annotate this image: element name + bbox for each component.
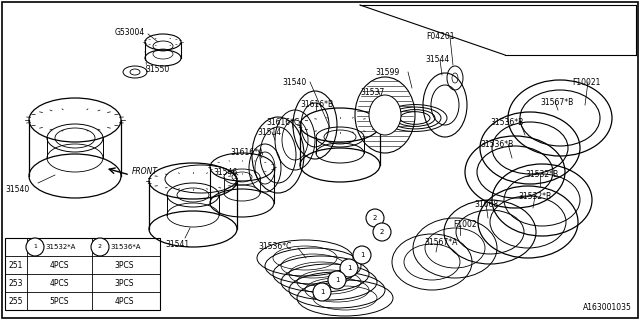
Text: 31532*B: 31532*B xyxy=(525,170,558,179)
Ellipse shape xyxy=(369,95,401,135)
Bar xyxy=(5,238,160,310)
Text: 31567*A: 31567*A xyxy=(424,238,458,247)
Circle shape xyxy=(366,209,384,227)
Text: 31616*C: 31616*C xyxy=(266,118,300,127)
Text: 2: 2 xyxy=(98,244,102,250)
Text: 3PCS: 3PCS xyxy=(115,260,134,269)
Circle shape xyxy=(26,238,44,256)
Circle shape xyxy=(340,259,358,277)
Text: 31536*A: 31536*A xyxy=(110,244,141,250)
Text: 4PCS: 4PCS xyxy=(115,297,134,306)
Circle shape xyxy=(373,223,391,241)
Circle shape xyxy=(328,271,346,289)
Text: 31544: 31544 xyxy=(425,55,449,64)
Text: 31540: 31540 xyxy=(282,78,307,87)
Text: 31540: 31540 xyxy=(5,185,29,194)
Text: 31567*B: 31567*B xyxy=(540,98,573,107)
Text: 2: 2 xyxy=(373,215,377,221)
Text: 31536*B: 31536*B xyxy=(480,140,513,149)
Text: 255: 255 xyxy=(9,297,23,306)
Text: A163001035: A163001035 xyxy=(583,303,632,312)
Text: F04201: F04201 xyxy=(426,32,454,41)
Text: 31537: 31537 xyxy=(360,88,384,97)
Circle shape xyxy=(91,238,109,256)
Text: FRONT: FRONT xyxy=(132,166,158,175)
Text: 1: 1 xyxy=(360,252,364,258)
Text: 31541: 31541 xyxy=(165,240,189,249)
Text: 31536*C: 31536*C xyxy=(258,242,291,251)
Text: G53004: G53004 xyxy=(115,28,145,37)
Text: 31599: 31599 xyxy=(375,68,399,77)
Text: 253: 253 xyxy=(9,278,23,287)
Text: 31668: 31668 xyxy=(474,200,498,209)
Text: 251: 251 xyxy=(9,260,23,269)
Text: 1: 1 xyxy=(320,289,324,295)
Text: 2: 2 xyxy=(380,229,384,235)
Text: 31536*B: 31536*B xyxy=(490,118,524,127)
Text: 1: 1 xyxy=(33,244,37,250)
Text: 1: 1 xyxy=(335,277,339,283)
Text: 31616*B: 31616*B xyxy=(300,100,333,109)
Text: 1: 1 xyxy=(347,265,351,271)
Text: 31532*B: 31532*B xyxy=(518,192,551,201)
Text: 31546: 31546 xyxy=(213,168,237,177)
Text: 31550: 31550 xyxy=(145,66,169,75)
Text: 31616*A: 31616*A xyxy=(230,148,263,157)
Text: F10021: F10021 xyxy=(572,78,600,87)
Text: F1002: F1002 xyxy=(453,220,477,229)
Circle shape xyxy=(353,246,371,264)
Text: 31532*A: 31532*A xyxy=(45,244,76,250)
Text: 5PCS: 5PCS xyxy=(50,297,69,306)
Circle shape xyxy=(313,283,331,301)
Text: 3PCS: 3PCS xyxy=(115,278,134,287)
Text: 31514: 31514 xyxy=(257,128,281,137)
Text: 4PCS: 4PCS xyxy=(50,278,69,287)
Text: 4PCS: 4PCS xyxy=(50,260,69,269)
